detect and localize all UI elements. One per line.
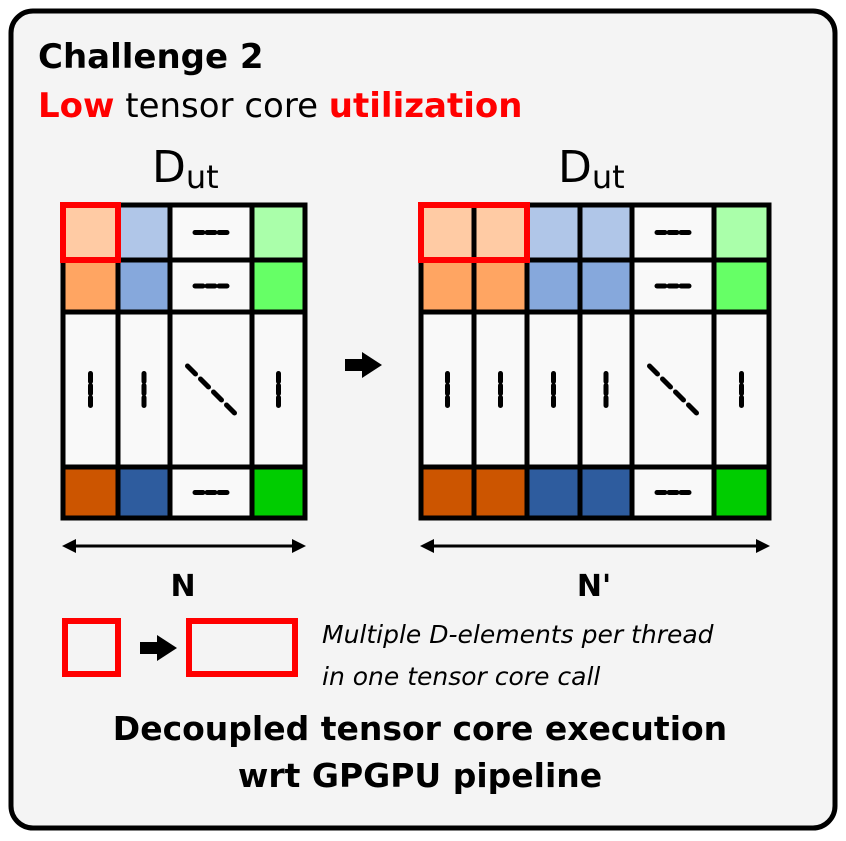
ellipsis-diagonal (211, 389, 224, 403)
conclusion-line1: Decoupled tensor core execution (113, 709, 727, 748)
matrix-cell (115, 202, 173, 263)
matrix-cell (471, 464, 530, 521)
matrix-cell (524, 257, 583, 315)
ellipsis-diagonal (686, 402, 699, 416)
right-matrix (418, 202, 772, 521)
matrix-cell (249, 464, 308, 521)
matrix-cell (60, 257, 121, 315)
matrix-cell (471, 202, 530, 263)
width-arrow-left (62, 539, 306, 553)
width-label-n: N (170, 569, 195, 604)
matrix-cell (249, 257, 308, 315)
matrix-cell (418, 464, 477, 521)
thread-highlight-box (60, 202, 121, 263)
matrix-cell (711, 202, 772, 263)
title: Challenge 2 (38, 37, 264, 77)
legend-text-line2: in one tensor core call (322, 662, 600, 691)
matrix-cell (115, 464, 173, 521)
matrix-cell (577, 202, 635, 263)
thread-highlight-box (418, 202, 530, 263)
subtitle-low: Low (38, 86, 114, 126)
right-matrix-label: Dut (558, 142, 625, 196)
matrix-cell (249, 202, 308, 263)
matrix-cell (711, 464, 772, 521)
ellipsis-diagonal (660, 376, 673, 390)
matrix-cell (577, 257, 635, 315)
left-matrix (60, 202, 308, 521)
ellipsis-diagonal (185, 363, 198, 377)
matrix-cell (418, 309, 477, 470)
ellipsis-diagonal (673, 389, 686, 403)
subtitle-utilization: utilization (329, 86, 523, 126)
legend-single-box (62, 618, 121, 677)
legend-text-line1: Multiple D-elements per thread (322, 620, 714, 649)
ellipsis-diagonal (224, 402, 237, 416)
left-matrix-label: Dut (152, 142, 219, 196)
matrix-cell (60, 202, 121, 263)
matrix-cell (711, 257, 772, 315)
legend-arrow-icon (140, 635, 177, 661)
width-arrow-right (420, 539, 770, 553)
matrix-cell (418, 257, 477, 315)
legend-double-box (186, 618, 298, 677)
conclusion-line2: wrt GPGPU pipeline (238, 756, 602, 795)
ellipsis-diagonal (198, 376, 211, 390)
width-label-n-prime: N' (577, 569, 611, 604)
matrix-cell (60, 464, 121, 521)
matrix-cell (471, 257, 530, 315)
matrix-cell (629, 309, 717, 470)
arrow-right-icon (345, 352, 382, 378)
matrix-cell (418, 202, 477, 263)
matrix-cell (167, 309, 255, 470)
matrix-cell (524, 464, 583, 521)
matrix-cell (524, 202, 583, 263)
ellipsis-diagonal (647, 363, 660, 377)
subtitle-mid: tensor core (114, 86, 328, 126)
subtitle: Low tensor core utilization (38, 86, 522, 126)
matrix-cell (577, 464, 635, 521)
matrix-cell (115, 257, 173, 315)
